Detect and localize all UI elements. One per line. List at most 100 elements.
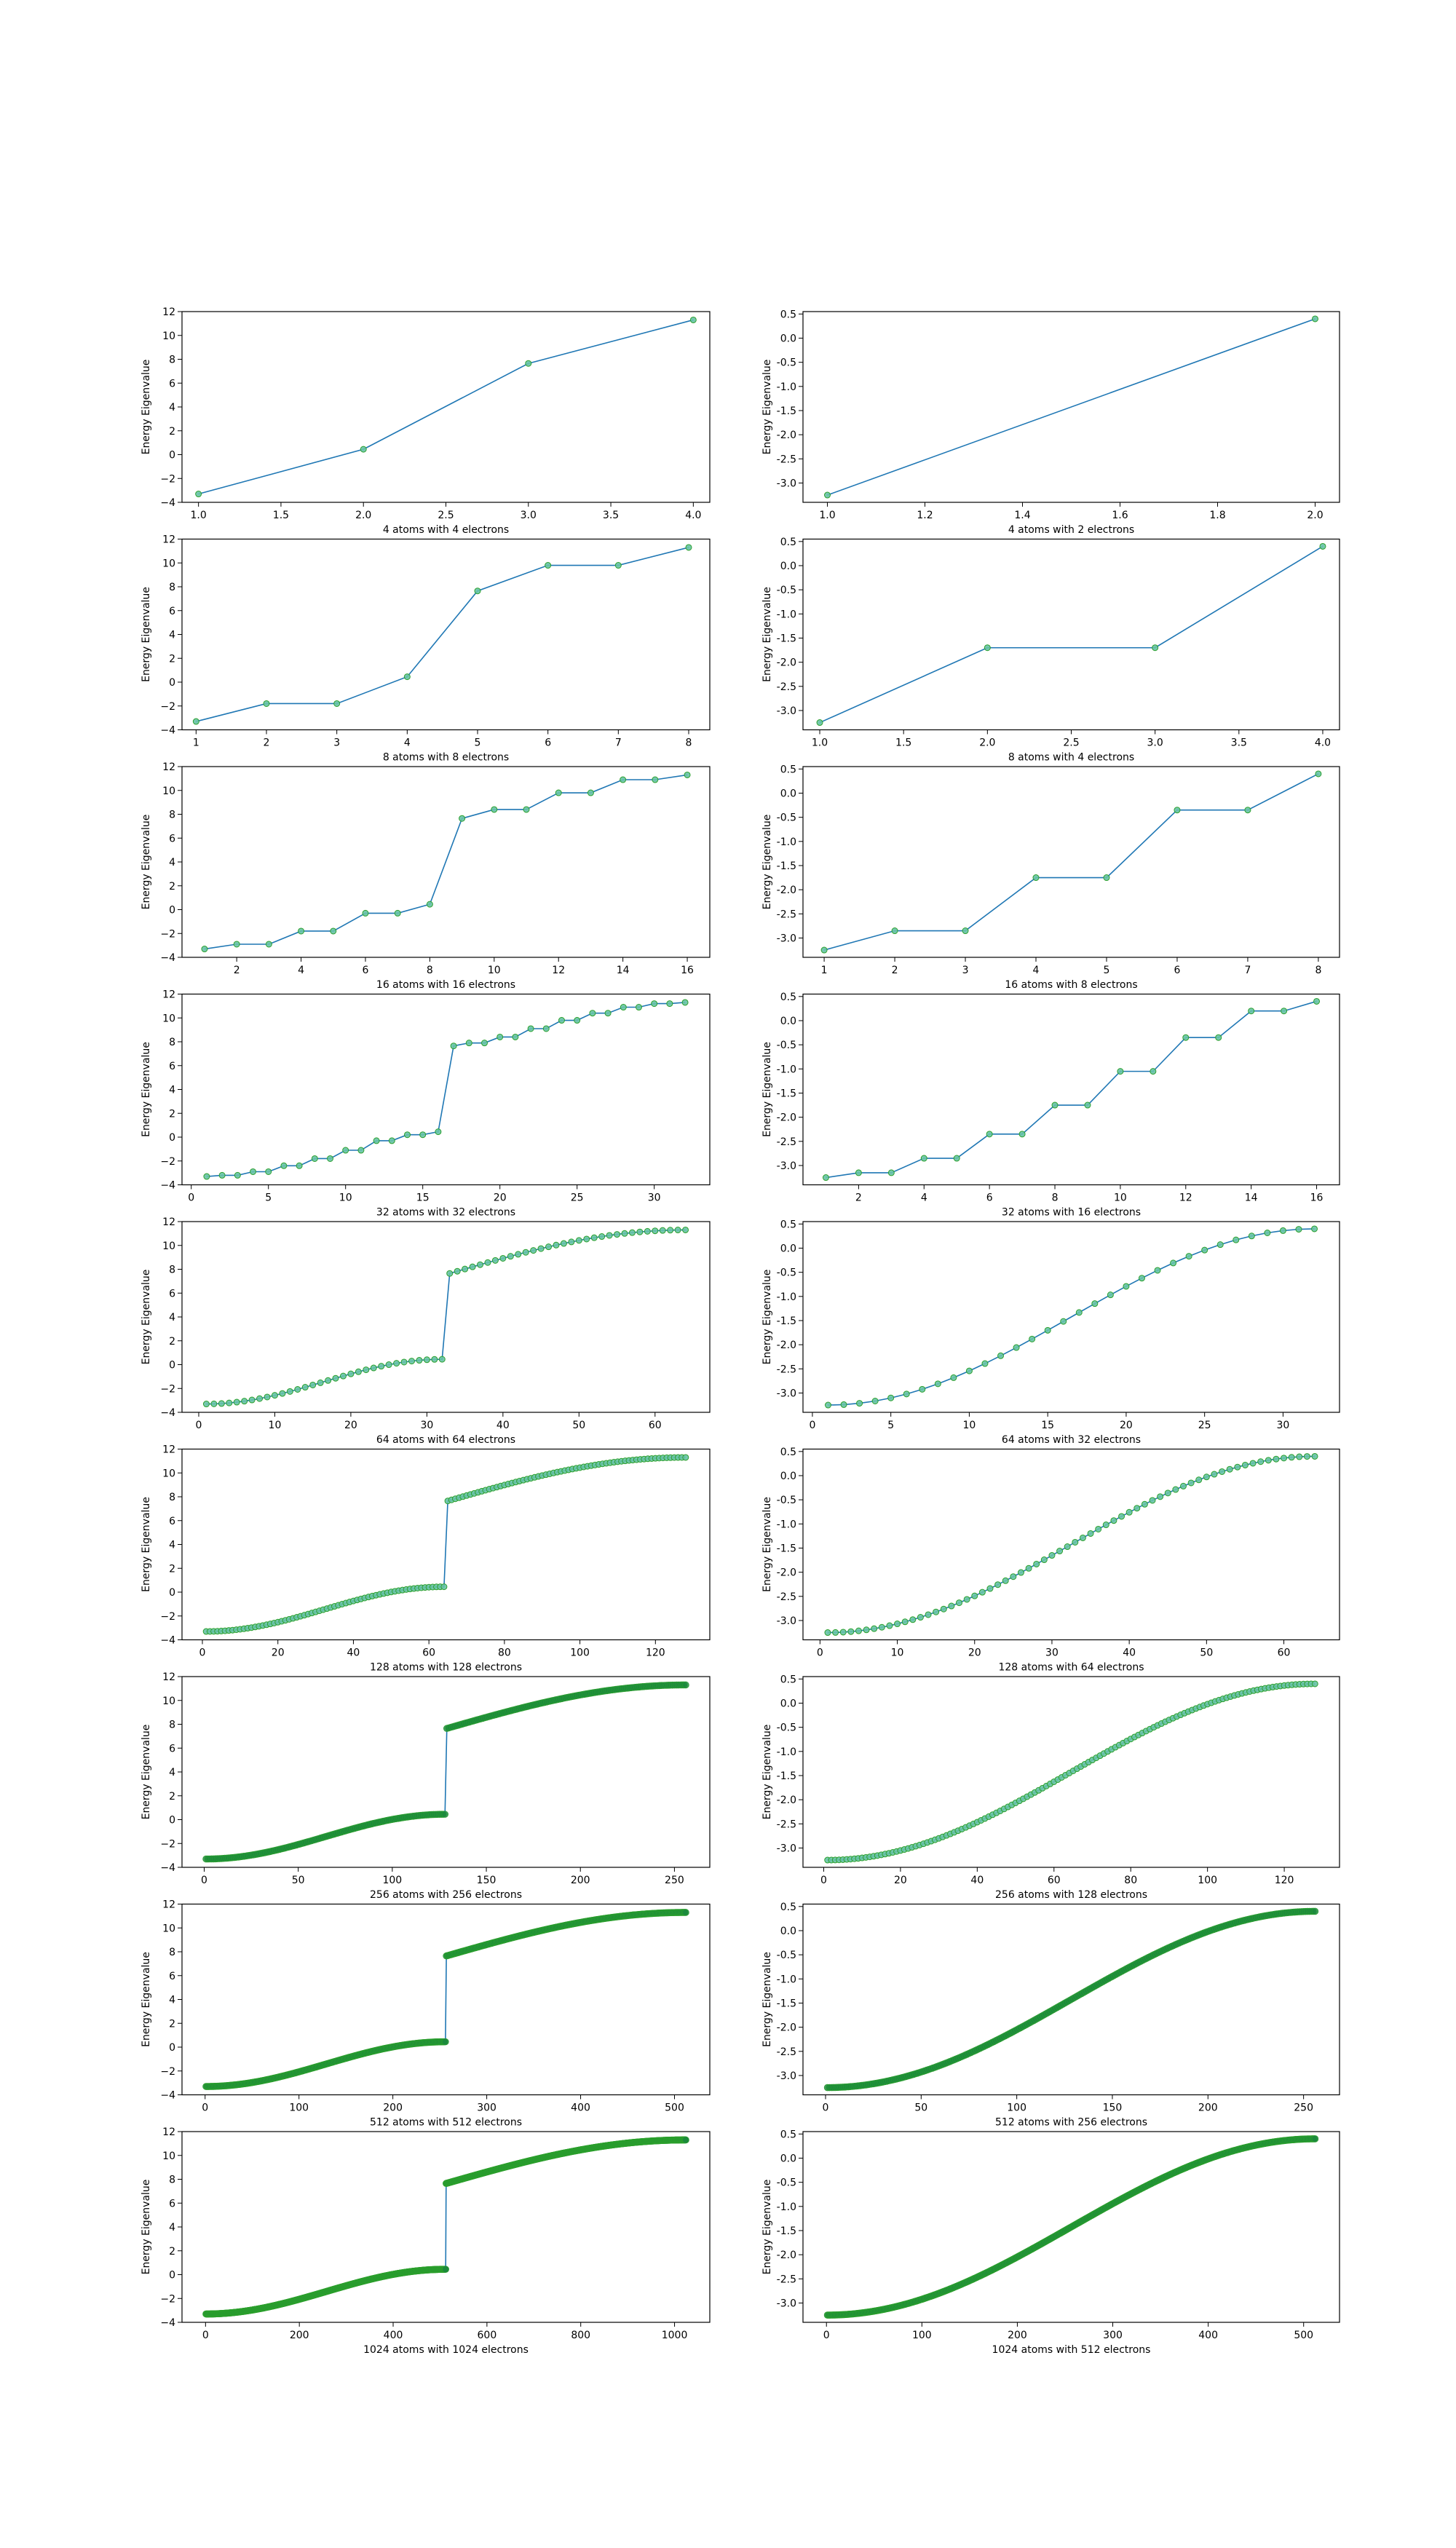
subplot-10: 0 5 10 15 20 25 30 -3.0 -2.5 -2.0 -1.5 -1.0 -0.5 0.0 0…	[761, 1219, 1340, 1446]
y-tick-label: 2	[169, 1108, 175, 1120]
data-point	[903, 1390, 910, 1398]
data-point	[887, 1169, 895, 1176]
data-point	[956, 1599, 963, 1607]
y-tick-label: 10	[162, 2151, 175, 2162]
x-tick-label: 0	[188, 1192, 194, 1204]
x-axis-label: 1024 atoms with 1024 electrons	[363, 2344, 529, 2356]
data-point	[920, 1155, 927, 1162]
data-point	[1051, 1101, 1059, 1109]
data-point	[674, 1227, 681, 1234]
data-point	[1102, 1522, 1109, 1529]
y-tick-label: −2	[160, 701, 175, 713]
y-tick-label: 0.0	[780, 1471, 796, 1482]
series-line	[827, 1455, 1315, 1634]
x-tick-label: 250	[665, 1875, 684, 1886]
y-tick-label: -2.0	[777, 2022, 796, 2034]
subplot-1: 1.0 1.5 2.0 2.5 3.0 3.5 4.0 −4 −2 0 2 4 6 8 10 12 4 atom…	[141, 306, 711, 536]
series-line	[823, 773, 1319, 951]
y-tick-label: 2	[169, 1336, 175, 1348]
axes-frame	[802, 1903, 1340, 2096]
data-point	[682, 1454, 689, 1461]
data-point	[1281, 1455, 1288, 1462]
y-tick-label: -3.0	[777, 2298, 796, 2309]
y-axis-label: Energy Eigenvalue	[761, 2180, 773, 2275]
data-point	[1216, 1241, 1224, 1249]
y-tick-label: -1.5	[777, 1998, 796, 2009]
data-point	[296, 1162, 303, 1169]
y-tick-label: 12	[162, 534, 175, 546]
x-tick-label: 100	[1198, 1875, 1217, 1886]
data-point	[385, 1361, 392, 1369]
x-tick-label: 10	[891, 1647, 904, 1659]
y-tick-label: 0	[169, 2270, 175, 2282]
data-point	[440, 1583, 448, 1591]
data-point	[442, 2266, 449, 2273]
data-point	[981, 1360, 989, 1367]
data-point	[1075, 1309, 1083, 1316]
x-tick-label: 25	[1198, 1420, 1211, 1431]
data-point	[962, 927, 969, 935]
data-point	[408, 1358, 415, 1365]
data-point	[917, 1614, 924, 1621]
data-point	[491, 806, 498, 813]
data-point	[871, 1625, 878, 1632]
y-tick-label: 0	[169, 1815, 175, 1827]
x-tick-label: 0	[817, 1647, 823, 1659]
data-point	[1319, 542, 1326, 550]
x-tick-label: 6	[545, 737, 551, 749]
x-tick-label: 0	[823, 2330, 830, 2341]
data-point	[233, 941, 240, 948]
data-point	[1040, 1556, 1048, 1564]
data-point	[512, 1033, 519, 1040]
data-point	[1013, 1344, 1020, 1351]
data-point	[1241, 1461, 1249, 1468]
data-point	[234, 1171, 241, 1179]
y-tick-label: -3.0	[777, 1388, 796, 1399]
data-point	[355, 1368, 362, 1375]
y-tick-label: -1.0	[777, 1064, 796, 1075]
y-tick-label: -0.5	[777, 585, 796, 596]
y-tick-label: -2.5	[777, 2046, 796, 2058]
x-tick-label: 8	[427, 965, 433, 976]
data-point	[195, 491, 202, 498]
y-tick-label: 0.0	[780, 1243, 796, 1254]
y-tick-label: -2.5	[777, 1819, 796, 1830]
y-tick-label: 0	[169, 450, 175, 462]
x-tick-label: 6	[986, 1192, 993, 1204]
y-axis-label: Energy Eigenvalue	[761, 1042, 773, 1137]
data-point	[481, 1040, 488, 1047]
x-axis-label: 8 atoms with 8 electrons	[383, 752, 509, 764]
x-tick-label: 100	[912, 2330, 932, 2341]
data-point	[575, 1237, 582, 1244]
y-tick-label: 0	[169, 905, 175, 917]
x-tick-label: 3.0	[1147, 737, 1163, 749]
data-point	[491, 1257, 499, 1264]
series-line	[828, 1228, 1315, 1406]
x-tick-label: 300	[1103, 2330, 1123, 2341]
subplot-12: 0 10 20 30 40 50 60 -3.0 -2.5 -2.0 -1.5 -1.0 -0.5 0.0…	[761, 1447, 1340, 1674]
y-axis-label: Energy Eigenvalue	[141, 587, 152, 682]
series-line	[204, 774, 688, 950]
x-tick-label: 20	[1120, 1420, 1133, 1431]
data-point	[256, 1395, 264, 1402]
subplot-15: 0 100 200 300 400 500 −4 −2 0 2 4 6 8 10 12 512 atoms w…	[141, 1899, 711, 2129]
data-point	[1056, 1548, 1064, 1555]
data-point	[587, 789, 594, 796]
y-tick-label: -1.5	[777, 633, 796, 644]
y-tick-label: −4	[160, 1407, 175, 1419]
data-point	[545, 1243, 553, 1251]
x-tick-label: 50	[1200, 1647, 1213, 1659]
y-tick-label: -1.0	[777, 609, 796, 620]
data-point	[682, 1909, 689, 1916]
data-point	[1125, 1508, 1133, 1516]
y-tick-label: −4	[160, 1862, 175, 1874]
y-tick-label: -2.5	[777, 1591, 796, 1603]
x-tick-label: 400	[1198, 2330, 1218, 2341]
y-tick-label: -2.5	[777, 454, 796, 465]
data-point	[233, 1398, 240, 1406]
y-tick-label: 8	[169, 582, 175, 593]
data-point	[484, 1259, 491, 1266]
x-axis-label: 1024 atoms with 512 electrons	[992, 2344, 1151, 2356]
y-tick-label: -1.5	[777, 1088, 796, 1099]
